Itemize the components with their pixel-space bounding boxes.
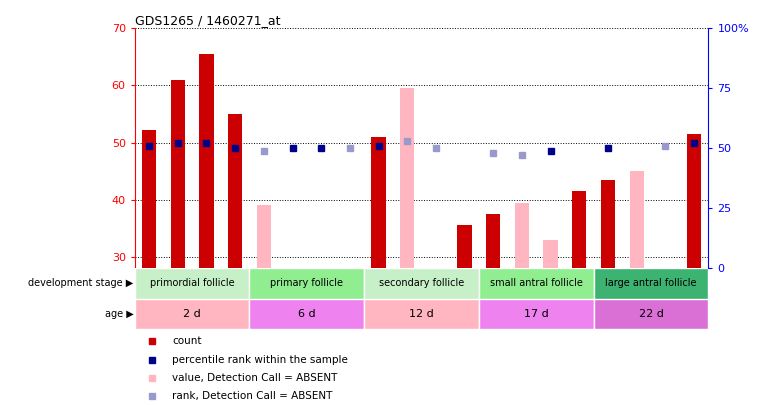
Bar <box>594 268 708 298</box>
Bar <box>515 202 529 268</box>
Text: GDS1265 / 1460271_at: GDS1265 / 1460271_at <box>135 14 280 27</box>
Text: 6 d: 6 d <box>298 309 316 319</box>
Bar <box>479 298 594 329</box>
Text: small antral follicle: small antral follicle <box>490 278 583 288</box>
Bar <box>142 130 156 268</box>
Text: rank, Detection Call = ABSENT: rank, Detection Call = ABSENT <box>172 391 333 401</box>
Bar <box>135 268 249 298</box>
Bar <box>199 54 213 268</box>
Bar <box>457 225 472 268</box>
Bar <box>601 180 615 268</box>
Bar <box>479 268 594 298</box>
Text: age ▶: age ▶ <box>105 309 134 319</box>
Bar <box>228 114 243 268</box>
Text: count: count <box>172 336 202 346</box>
Bar <box>364 268 479 298</box>
Text: percentile rank within the sample: percentile rank within the sample <box>172 354 348 364</box>
Bar <box>400 88 414 268</box>
Bar <box>572 191 587 268</box>
Bar <box>364 298 479 329</box>
Text: secondary follicle: secondary follicle <box>379 278 464 288</box>
Bar <box>371 137 386 268</box>
Text: development stage ▶: development stage ▶ <box>28 278 134 288</box>
Text: 17 d: 17 d <box>524 309 549 319</box>
Bar <box>486 214 500 268</box>
Bar <box>249 268 364 298</box>
Text: primordial follicle: primordial follicle <box>150 278 234 288</box>
Bar <box>135 298 249 329</box>
Text: value, Detection Call = ABSENT: value, Detection Call = ABSENT <box>172 373 337 383</box>
Bar <box>687 134 701 268</box>
Text: large antral follicle: large antral follicle <box>605 278 697 288</box>
Text: primary follicle: primary follicle <box>270 278 343 288</box>
Bar <box>249 298 364 329</box>
Text: 12 d: 12 d <box>409 309 434 319</box>
Bar <box>630 171 644 268</box>
Bar <box>256 205 271 268</box>
Bar <box>594 298 708 329</box>
Text: 22 d: 22 d <box>638 309 664 319</box>
Bar <box>171 80 185 268</box>
Text: 2 d: 2 d <box>183 309 201 319</box>
Bar <box>544 240 557 268</box>
